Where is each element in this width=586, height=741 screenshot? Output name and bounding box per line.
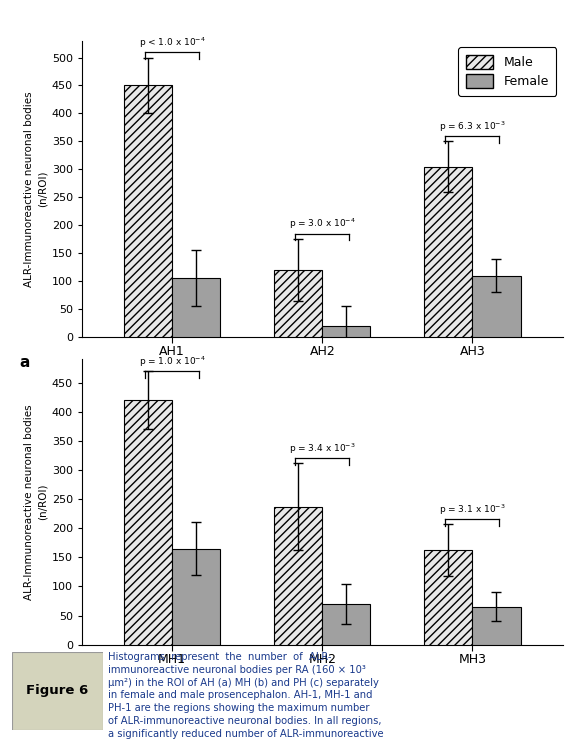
Bar <box>322 326 370 337</box>
Bar <box>472 276 520 337</box>
Y-axis label: ALR-Immunoreactive neuronal bodies
(n/ROI): ALR-Immunoreactive neuronal bodies (n/RO… <box>23 91 47 287</box>
Text: p < 1.0 x 10$^{-4}$: p < 1.0 x 10$^{-4}$ <box>139 36 206 50</box>
Bar <box>274 507 322 645</box>
Text: p = 1.0 x 10$^{-4}$: p = 1.0 x 10$^{-4}$ <box>139 354 206 369</box>
Bar <box>274 270 322 337</box>
Text: p = 3.0 x 10$^{-4}$: p = 3.0 x 10$^{-4}$ <box>289 217 356 231</box>
Text: b: b <box>19 662 30 677</box>
Bar <box>172 548 220 645</box>
Text: p = 6.3 x 10$^{-3}$: p = 6.3 x 10$^{-3}$ <box>439 119 506 133</box>
Text: a: a <box>19 355 30 370</box>
Text: Figure 6: Figure 6 <box>26 685 88 697</box>
Y-axis label: ALR-Immunoreactive neuronal bodies
(n/ROI): ALR-Immunoreactive neuronal bodies (n/RO… <box>23 404 47 600</box>
Text: p = 3.4 x 10$^{-3}$: p = 3.4 x 10$^{-3}$ <box>289 442 356 456</box>
Bar <box>172 279 220 337</box>
Legend: Male, Female: Male, Female <box>458 47 556 96</box>
Bar <box>424 167 472 337</box>
Text: p = 3.1 x 10$^{-3}$: p = 3.1 x 10$^{-3}$ <box>439 502 506 517</box>
Bar <box>124 85 172 337</box>
Bar <box>424 550 472 645</box>
Bar <box>124 400 172 645</box>
Bar <box>322 604 370 645</box>
Bar <box>472 607 520 645</box>
Text: Histograms  represent  the  number  of  ALR-
immunoreactive neuronal bodies per : Histograms represent the number of ALR- … <box>108 652 389 741</box>
FancyBboxPatch shape <box>12 652 103 730</box>
